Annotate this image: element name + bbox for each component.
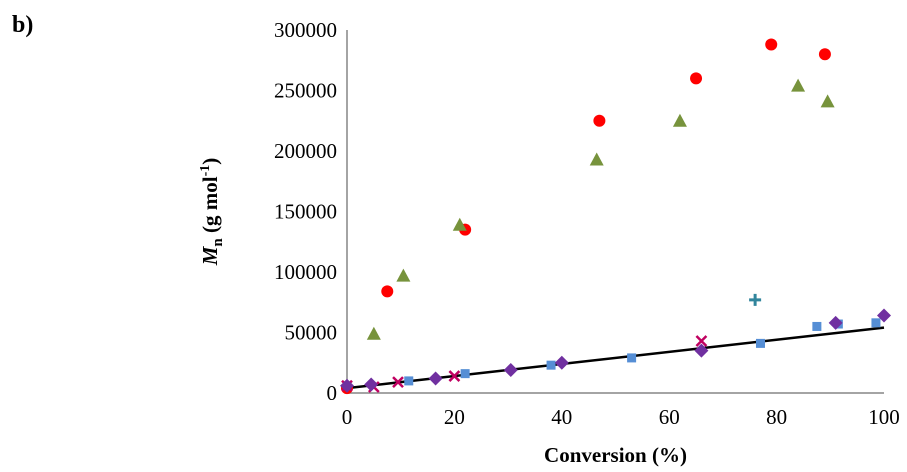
data-point-diamond: [554, 355, 569, 370]
data-point-diamond: [428, 371, 443, 386]
y-tick-label: 0: [327, 381, 338, 405]
data-point-circle: [765, 38, 778, 51]
data-point-triangle: [366, 326, 381, 340]
data-point-square: [546, 360, 556, 370]
data-point-cross: [695, 335, 708, 347]
x-tick-label: 20: [444, 405, 465, 429]
y-axis-title: Mn (g mol-1): [198, 158, 226, 267]
y-axis-title-sub: n: [210, 238, 226, 247]
y-tick-labels: 0 50000 100000 150000 200000 250000 300000: [274, 18, 337, 405]
trendline: [346, 326, 885, 390]
data-point-plus: [749, 293, 762, 306]
data-point-diamond: [828, 315, 843, 330]
data-points: [340, 38, 891, 395]
x-tick-label: 0: [342, 405, 353, 429]
data-point-diamond: [340, 378, 354, 393]
y-tick-label: 300000: [274, 18, 337, 42]
data-point-square: [755, 338, 765, 348]
x-tick-label: 100: [868, 405, 900, 429]
x-axis-title: Conversion (%): [544, 443, 687, 467]
data-point-diamond: [364, 377, 379, 392]
y-tick-label: 250000: [274, 79, 337, 103]
data-point-diamond: [877, 308, 891, 323]
data-point-cross: [392, 376, 404, 388]
panel-label: b): [12, 12, 34, 38]
data-point-triangle: [791, 78, 806, 92]
y-tick-label: 50000: [285, 321, 338, 345]
y-axis-title-unit-sup: -1: [198, 165, 213, 177]
axes: [346, 30, 884, 394]
data-point-diamond: [503, 363, 518, 378]
data-point-circle: [593, 114, 606, 127]
data-point-square: [460, 369, 470, 379]
y-axis-title-unit: (g mol: [198, 176, 222, 238]
y-tick-label: 100000: [274, 260, 337, 284]
x-tick-label: 80: [766, 405, 787, 429]
data-point-circle: [690, 72, 703, 85]
data-point-square: [871, 318, 881, 328]
data-point-circle: [818, 48, 831, 61]
y-axis-title-unit-close: ): [198, 158, 222, 165]
y-tick-label: 150000: [274, 200, 337, 224]
data-point-square: [812, 321, 822, 331]
data-point-triangle: [589, 152, 604, 166]
x-tick-label: 60: [659, 405, 680, 429]
data-point-triangle: [396, 268, 411, 282]
x-tick-labels: 0 20 40 60 80 100: [342, 405, 900, 429]
data-point-triangle: [672, 113, 687, 127]
data-point-cross: [448, 370, 461, 382]
data-point-triangle: [820, 94, 835, 108]
data-point-square: [627, 353, 637, 363]
data-point-triangle: [452, 217, 467, 231]
data-point-circle: [381, 285, 394, 298]
data-point-diamond: [694, 343, 709, 358]
y-axis-title-main: M: [198, 245, 222, 266]
x-tick-label: 40: [551, 405, 572, 429]
y-tick-label: 200000: [274, 139, 337, 163]
data-point-square: [404, 376, 414, 386]
